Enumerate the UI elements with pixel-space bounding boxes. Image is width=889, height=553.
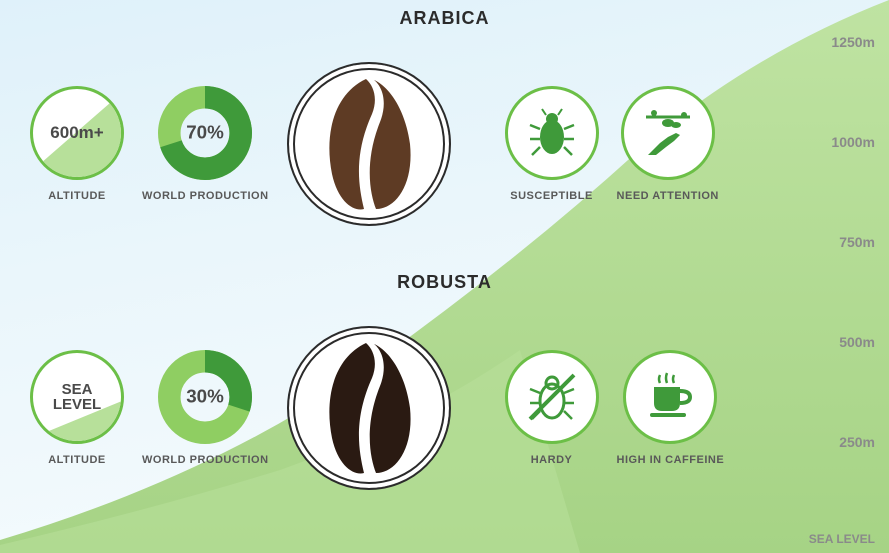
robusta-row: SEALEVEL ALTITUDE 30% WORLD PRODUCTION bbox=[30, 326, 724, 490]
cup-icon bbox=[642, 369, 698, 425]
trait-label: SUSCEPTIBLE bbox=[510, 190, 593, 202]
robusta-bean-ring bbox=[287, 326, 451, 490]
arabica-title: ARABICA bbox=[0, 8, 889, 29]
production-label: WORLD PRODUCTION bbox=[142, 190, 269, 202]
axis-sea-level: SEA LEVEL bbox=[809, 532, 875, 546]
altitude-label: ALTITUDE bbox=[48, 190, 106, 202]
trait-label: HARDY bbox=[531, 454, 573, 466]
donut-pct-text: 70% bbox=[186, 122, 224, 143]
axis-250m: 250m bbox=[839, 434, 875, 450]
coffee-bean-icon bbox=[314, 74, 424, 214]
infographic-canvas: 1250m 1000m 750m 500m 250m SEA LEVEL ARA… bbox=[0, 0, 889, 553]
altitude-value: 600m+ bbox=[50, 124, 103, 143]
trait-label: NEED ATTENTION bbox=[617, 190, 719, 202]
arabica-bean-ring bbox=[287, 62, 451, 226]
axis-750m: 750m bbox=[839, 234, 875, 250]
altitude-circle: SEALEVEL bbox=[30, 350, 124, 444]
donut-pct-text: 30% bbox=[186, 386, 224, 407]
robusta-title: ROBUSTA bbox=[0, 272, 889, 293]
production-label: WORLD PRODUCTION bbox=[142, 454, 269, 466]
altitude-circle: 600m+ bbox=[30, 86, 124, 180]
axis-500m: 500m bbox=[839, 334, 875, 350]
altitude-label: ALTITUDE bbox=[48, 454, 106, 466]
robusta-hardy-badge: HARDY bbox=[505, 350, 599, 466]
hand-plant-icon bbox=[638, 103, 698, 163]
arabica-susceptible-badge: SUSCEPTIBLE bbox=[505, 86, 599, 202]
bug-icon bbox=[524, 105, 580, 161]
production-donut-30: 30% bbox=[158, 350, 252, 444]
arabica-altitude-badge: 600m+ ALTITUDE bbox=[30, 86, 124, 202]
trait-circle bbox=[621, 86, 715, 180]
altitude-value: SEALEVEL bbox=[53, 382, 101, 412]
axis-1250m: 1250m bbox=[831, 34, 875, 50]
trait-label: HIGH IN CAFFEINE bbox=[617, 454, 725, 466]
robusta-production-badge: 30% WORLD PRODUCTION bbox=[142, 350, 269, 466]
arabica-attention-badge: NEED ATTENTION bbox=[617, 86, 719, 202]
axis-1000m: 1000m bbox=[831, 134, 875, 150]
production-donut-70: 70% bbox=[158, 86, 252, 180]
robusta-caffeine-badge: HIGH IN CAFFEINE bbox=[617, 350, 725, 466]
arabica-production-badge: 70% WORLD PRODUCTION bbox=[142, 86, 269, 202]
bug-not-icon bbox=[524, 369, 580, 425]
trait-circle bbox=[505, 86, 599, 180]
robusta-altitude-badge: SEALEVEL ALTITUDE bbox=[30, 350, 124, 466]
trait-circle bbox=[623, 350, 717, 444]
coffee-bean-icon bbox=[314, 338, 424, 478]
trait-circle bbox=[505, 350, 599, 444]
arabica-row: 600m+ ALTITUDE 70% WORLD PRODUCTION bbox=[30, 62, 719, 226]
